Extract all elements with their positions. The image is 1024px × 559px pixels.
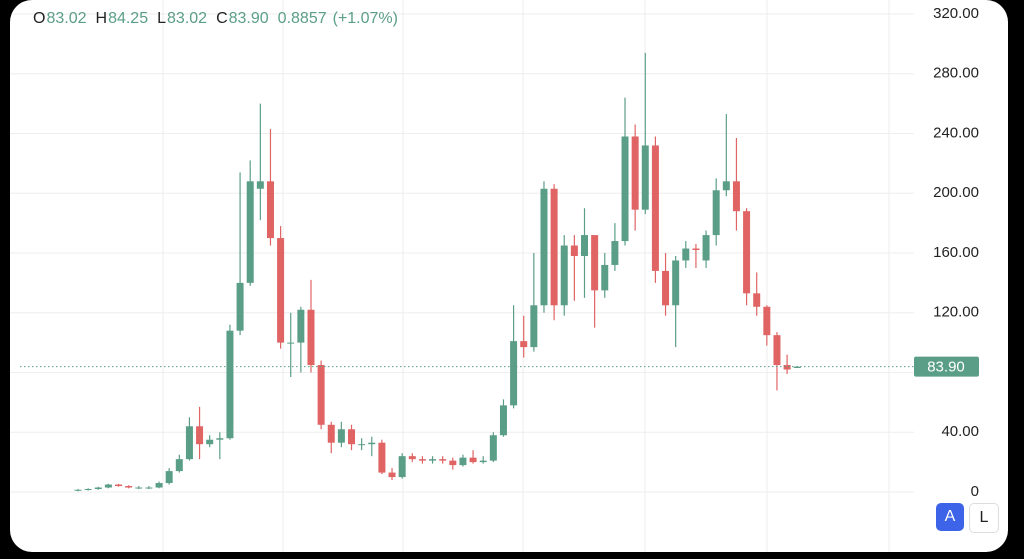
candle-body (337, 429, 345, 443)
y-tick-label: 40.00 (941, 423, 979, 440)
candle-body (104, 484, 112, 488)
ohlc-key: C (216, 10, 228, 27)
last-price-tag (914, 356, 979, 377)
candle-body (489, 435, 497, 461)
chart-panel: 040.0080.00120.00160.00200.00240.00280.0… (10, 0, 1008, 552)
change-percent: (+1.07%) (332, 10, 398, 27)
candle-body (368, 442, 376, 445)
candle-body (499, 405, 507, 436)
candle-body (459, 457, 467, 466)
candle-body (175, 459, 183, 472)
candle-body (530, 305, 538, 348)
candle-body (560, 245, 568, 306)
y-tick-label: 160.00 (933, 244, 979, 261)
candle-body (581, 235, 588, 256)
candle-body (682, 248, 690, 261)
vertical-grid (162, 0, 890, 552)
candle-body (317, 365, 325, 425)
candle-body (520, 341, 528, 348)
candle-body (753, 293, 761, 307)
y-tick-label: 0 (971, 483, 979, 500)
ohlc-key: H (95, 10, 108, 27)
ohlc-value: 83.90 (228, 10, 269, 27)
y-tick-label: 320.00 (933, 5, 979, 22)
candle-body (429, 459, 437, 461)
candle-body (358, 444, 366, 446)
candle-body (611, 241, 619, 265)
candle-body (449, 460, 457, 466)
y-tick-label: 120.00 (933, 304, 979, 321)
candle-body (125, 486, 133, 488)
candle-body (712, 190, 720, 236)
candle-body (277, 238, 285, 343)
ohlc-value: 83.02 (46, 10, 87, 27)
candle-body (145, 487, 153, 489)
ohlc-header: O83.02 H84.25 L83.02 C83.90 0.8857 (+1.07%) (33, 10, 398, 28)
candle-body (418, 459, 426, 461)
candle-body (540, 188, 548, 306)
y-tick-label: 200.00 (933, 184, 979, 201)
last-price-label: 83.90 (927, 359, 965, 376)
candle-body (266, 181, 274, 239)
y-tick-label: 240.00 (933, 124, 979, 141)
candle-body (510, 341, 518, 406)
candle-body (702, 235, 710, 261)
candle-body (348, 429, 356, 445)
candle-body (94, 487, 102, 490)
ohlc-value: 83.02 (167, 10, 208, 27)
candle-body (651, 145, 659, 271)
candle-body (641, 145, 649, 210)
candle-body (388, 472, 396, 478)
candle-body (226, 330, 234, 439)
candle-body (793, 366, 801, 368)
candle-body (327, 424, 335, 443)
candle-body (216, 438, 224, 440)
ohlc-key: O (33, 10, 46, 27)
candle-body (165, 471, 173, 484)
candle-body (256, 181, 264, 189)
candle-body (763, 306, 771, 336)
candle-body (398, 456, 406, 478)
candle-body (236, 282, 244, 331)
candle-body (672, 260, 680, 306)
candle-body (743, 211, 751, 294)
candle-body (692, 248, 700, 251)
candle-body (469, 457, 477, 463)
candle-body (185, 426, 193, 460)
candle-body (155, 483, 163, 488)
candle-body (722, 181, 730, 191)
candle-body (550, 188, 558, 306)
candle-body (479, 460, 487, 463)
candle-body (307, 309, 315, 366)
candle-body (773, 335, 781, 366)
candle-body (631, 136, 639, 210)
candle-body (297, 309, 305, 343)
candle-body (378, 442, 386, 473)
candle-body (287, 342, 295, 344)
auto-scale-button[interactable]: A (936, 503, 964, 531)
candle-body (601, 264, 609, 291)
candle-body (246, 181, 254, 283)
candle-body (570, 245, 578, 256)
candle-body (196, 426, 204, 445)
candle-body (408, 456, 416, 460)
y-tick-label: 280.00 (933, 65, 979, 82)
candle-body (591, 235, 599, 291)
candle-body (115, 484, 123, 487)
candle-body (662, 270, 670, 306)
candle-body (84, 489, 92, 491)
log-scale-button[interactable]: L (969, 503, 999, 533)
candle-body (621, 136, 629, 242)
candle-body (732, 181, 740, 212)
candle-body (783, 365, 791, 370)
chart: 040.0080.00120.00160.00200.00240.00280.0… (10, 0, 979, 552)
candle-body (74, 489, 82, 491)
candle-body (135, 487, 143, 489)
candle-body (439, 459, 447, 461)
candle-body (206, 439, 214, 445)
change-value: 0.8857 (277, 10, 327, 27)
ohlc-key: L (157, 10, 167, 27)
ohlc-value: 84.25 (108, 10, 149, 27)
